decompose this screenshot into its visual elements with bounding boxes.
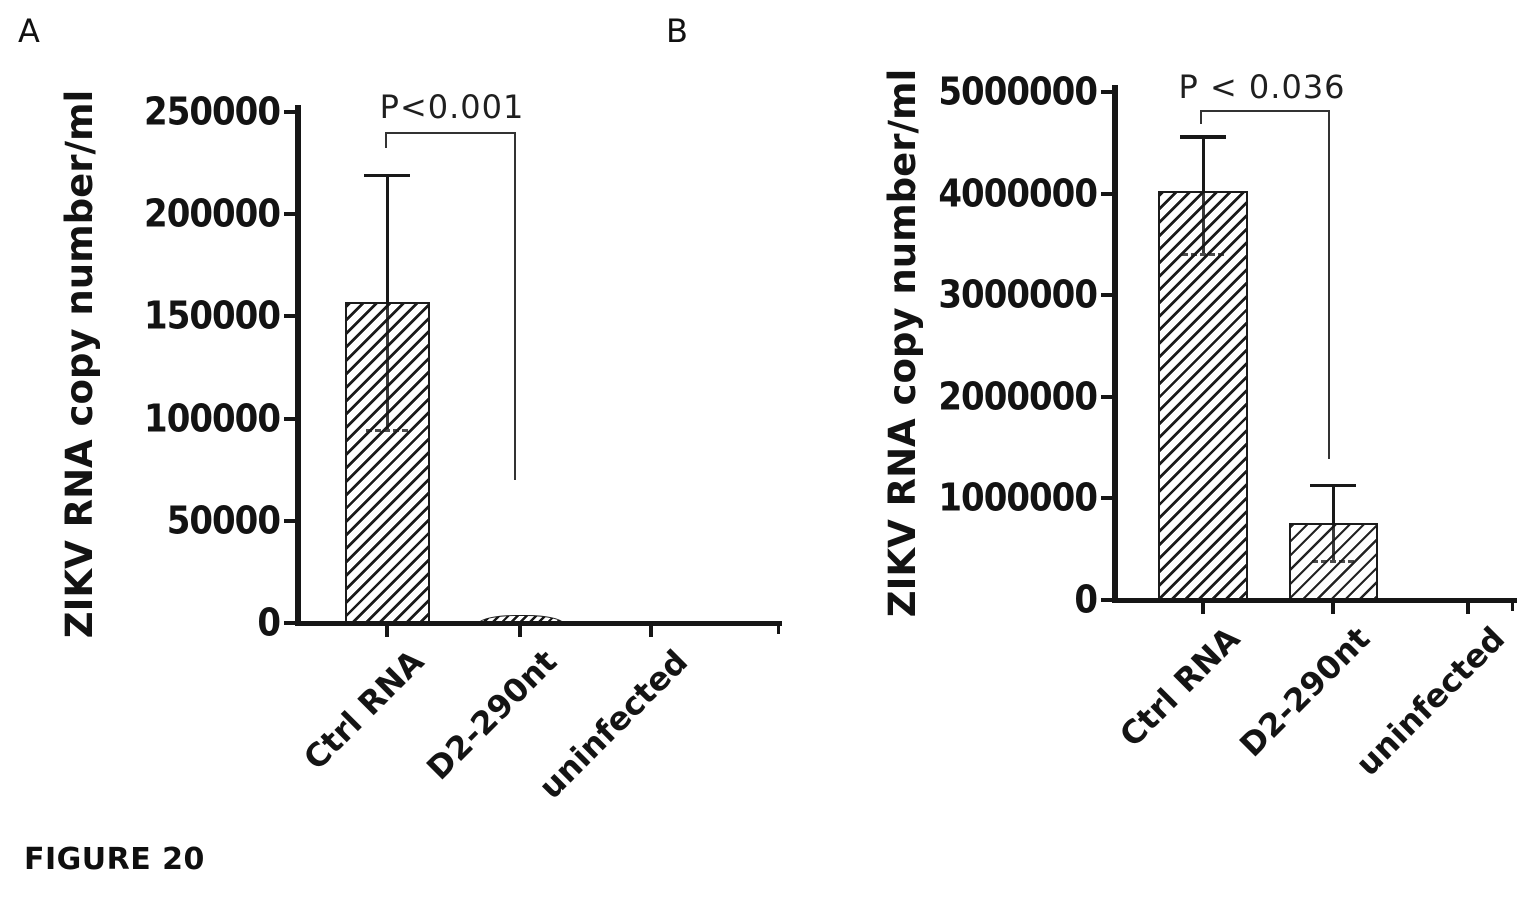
error-bar-lower-line: [1201, 190, 1205, 253]
y-tick-label: 2000000: [938, 374, 1098, 420]
y-tick-mark: [1101, 90, 1115, 94]
error-bar-upper-line: [385, 175, 389, 303]
error-bar-upper-cap: [1310, 483, 1356, 488]
x-tick-mark: [518, 626, 522, 637]
significance-bracket-right: [514, 132, 516, 480]
y-tick-mark: [1101, 394, 1115, 399]
error-bar-lower-cap: [1182, 252, 1224, 256]
y-tick-label: 150000: [144, 293, 281, 339]
significance-bracket-left: [385, 132, 387, 148]
y-tick-mark: [284, 621, 298, 625]
y-tick-label: 4000000: [938, 171, 1098, 216]
significance-bracket-top: [1200, 110, 1328, 112]
y-tick-label: 200000: [144, 191, 281, 237]
p-value-label: P < 0.036: [1178, 68, 1346, 106]
x-tick-mark: [1466, 603, 1470, 614]
panel-letter: A: [18, 12, 40, 50]
x-axis-end-tick: [1510, 603, 1514, 611]
x-tick-mark: [385, 626, 389, 637]
error-bar-upper-line: [1331, 485, 1335, 523]
y-axis-title: ZIKV RNA copy number/ml: [58, 89, 101, 639]
y-tick-mark: [1101, 191, 1115, 196]
y-tick-label: 50000: [166, 498, 281, 544]
significance-bracket-left: [1200, 110, 1202, 124]
y-tick-mark: [1101, 293, 1115, 298]
y-axis-line: [295, 105, 301, 626]
y-tick-mark: [284, 212, 298, 217]
error-bar-upper-cap: [1180, 135, 1226, 139]
y-tick-label: 5000000: [938, 69, 1098, 115]
figure-caption: FIGURE 20: [24, 842, 205, 877]
y-tick-label: 250000: [144, 89, 281, 135]
x-tick-mark: [1331, 603, 1335, 614]
y-tick-label: 0: [1074, 577, 1098, 623]
error-bar-upper-cap: [364, 173, 410, 178]
y-tick-label: 0: [257, 600, 281, 646]
y-tick-mark: [1101, 598, 1115, 602]
x-tick-mark: [649, 626, 653, 637]
y-tick-label: 3000000: [938, 272, 1098, 318]
error-bar-lower-line: [385, 302, 389, 429]
y-tick-mark: [1101, 496, 1115, 501]
x-tick-mark: [1201, 603, 1205, 614]
p-value-label: P<0.001: [379, 88, 525, 126]
y-tick-mark: [284, 314, 298, 319]
y-tick-mark: [284, 416, 298, 421]
y-tick-mark: [284, 518, 298, 523]
significance-bracket-right: [1328, 110, 1330, 459]
panel-letter: B: [666, 12, 688, 50]
significance-bracket-top: [385, 132, 514, 134]
x-axis-line: [295, 621, 782, 626]
y-tick-label: 100000: [144, 396, 281, 441]
y-tick-label: 1000000: [938, 475, 1098, 521]
error-bar-lower-cap: [366, 428, 408, 432]
error-bar-lower-cap: [1312, 560, 1354, 564]
x-axis-line: [1112, 598, 1517, 603]
bar-ctrl-rna: [1158, 190, 1248, 600]
error-bar-upper-line: [1201, 136, 1205, 191]
x-axis-end-tick: [776, 626, 780, 634]
y-tick-mark: [284, 110, 298, 114]
y-axis-title: ZIKV RNA copy number/ml: [881, 68, 924, 617]
y-axis-line: [1112, 85, 1118, 603]
error-bar-lower-line: [1331, 522, 1335, 561]
